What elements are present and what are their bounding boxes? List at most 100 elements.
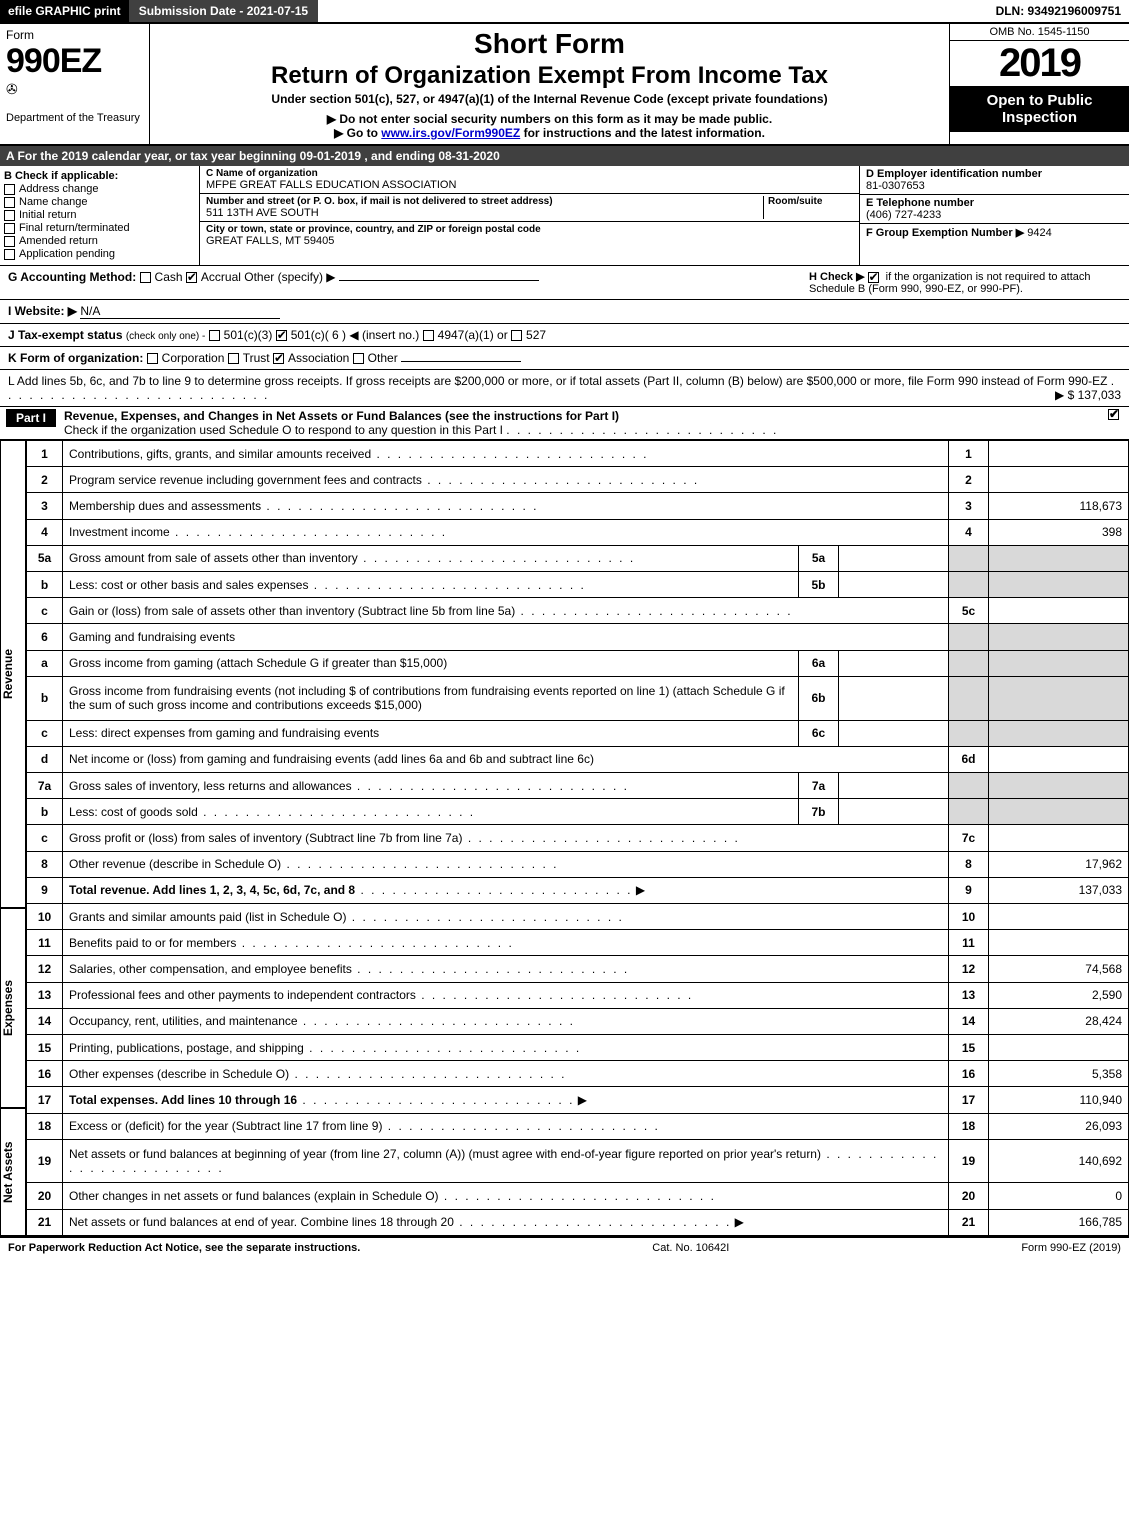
l10-num: 10 <box>27 903 63 929</box>
chk-501c[interactable] <box>276 330 287 341</box>
l6a-desc: Gross income from gaming (attach Schedul… <box>63 650 799 676</box>
line-21: 21 Net assets or fund balances at end of… <box>27 1209 1129 1235</box>
l12-val: 74,568 <box>989 956 1129 982</box>
side-expenses: Expenses <box>0 908 26 1108</box>
l18-val: 26,093 <box>989 1113 1129 1139</box>
l5c-col: 5c <box>949 598 989 624</box>
line-2: 2 Program service revenue including gove… <box>27 467 1129 493</box>
part1-header: Part I Revenue, Expenses, and Changes in… <box>0 407 1129 440</box>
section-c: C Name of organization MFPE GREAT FALLS … <box>200 166 859 265</box>
form-title: Return of Organization Exempt From Incom… <box>160 62 939 90</box>
line-13: 13 Professional fees and other payments … <box>27 982 1129 1008</box>
other-org-input[interactable] <box>401 361 521 362</box>
dots-icon <box>382 1119 659 1133</box>
chk-accrual[interactable] <box>186 272 197 283</box>
tax-year: 2019 <box>950 41 1129 86</box>
l9-desc: Total revenue. Add lines 1, 2, 3, 4, 5c,… <box>69 883 355 897</box>
l20-col: 20 <box>949 1183 989 1209</box>
l13-val: 2,590 <box>989 982 1129 1008</box>
l5a-sv <box>839 545 949 571</box>
chk-trust[interactable] <box>228 353 239 364</box>
l16-desc: Other expenses (describe in Schedule O) <box>69 1067 289 1081</box>
chk-corp[interactable] <box>147 353 158 364</box>
b-label: B Check if applicable: <box>4 170 195 182</box>
topbar: efile GRAPHIC print Submission Date - 20… <box>0 0 1129 24</box>
l7c-col: 7c <box>949 825 989 851</box>
chk-pending[interactable]: Application pending <box>4 248 195 260</box>
irs-link[interactable]: www.irs.gov/Form990EZ <box>381 126 520 140</box>
l8-col: 8 <box>949 851 989 877</box>
l6b-sv <box>839 676 949 720</box>
chk-4947[interactable] <box>423 330 434 341</box>
d-label: D Employer identification number <box>866 168 1123 180</box>
l10-desc: Grants and similar amounts paid (list in… <box>69 910 346 924</box>
l21-val: 166,785 <box>989 1209 1129 1235</box>
l12-desc: Salaries, other compensation, and employ… <box>69 962 352 976</box>
j-note: (check only one) - <box>126 331 205 342</box>
chk-amended[interactable]: Amended return <box>4 235 195 247</box>
l5c-val <box>989 598 1129 624</box>
l18-desc: Excess or (deficit) for the year (Subtra… <box>69 1119 382 1133</box>
shade-cell <box>949 799 989 825</box>
l15-num: 15 <box>27 1034 63 1060</box>
lines-table: 1 Contributions, gifts, grants, and simi… <box>26 440 1129 1236</box>
chk-address[interactable]: Address change <box>4 183 195 195</box>
l14-val: 28,424 <box>989 1008 1129 1034</box>
l9-col: 9 <box>949 877 989 903</box>
l21-col: 21 <box>949 1209 989 1235</box>
l20-val: 0 <box>989 1183 1129 1209</box>
chk-h[interactable] <box>868 272 879 283</box>
l-text: L Add lines 5b, 6c, and 7b to line 9 to … <box>8 374 1107 388</box>
lbl-other: Other (specify) ▶ <box>244 270 335 284</box>
goto-post: for instructions and the latest informat… <box>520 126 765 140</box>
l6c-sv <box>839 720 949 746</box>
shade-cell <box>949 572 989 598</box>
l6b-desc: Gross income from fundraising events (no… <box>63 676 799 720</box>
l17-col: 17 <box>949 1087 989 1113</box>
ein-value: 81-0307653 <box>866 180 1123 192</box>
l6-desc: Gaming and fundraising events <box>63 624 949 650</box>
part1-check-text: Check if the organization used Schedule … <box>64 423 503 437</box>
chk-initial[interactable]: Initial return <box>4 209 195 221</box>
l2-val <box>989 467 1129 493</box>
shade-cell <box>989 720 1129 746</box>
chk-assoc[interactable] <box>273 353 284 364</box>
side-netassets: Net Assets <box>0 1108 26 1236</box>
chk-527[interactable] <box>511 330 522 341</box>
other-input[interactable] <box>339 280 539 281</box>
chk-final[interactable]: Final return/terminated <box>4 222 195 234</box>
chk-cash[interactable] <box>140 272 151 283</box>
chk-other-org[interactable] <box>353 353 364 364</box>
chk-scho[interactable] <box>1108 409 1119 420</box>
l5c-num: c <box>27 598 63 624</box>
shade-cell <box>949 720 989 746</box>
l21-num: 21 <box>27 1209 63 1235</box>
l6b-sc: 6b <box>799 676 839 720</box>
l15-col: 15 <box>949 1034 989 1060</box>
l16-num: 16 <box>27 1061 63 1087</box>
section-def: D Employer identification number 81-0307… <box>859 166 1129 265</box>
line-20: 20 Other changes in net assets or fund b… <box>27 1183 1129 1209</box>
chk-name[interactable]: Name change <box>4 196 195 208</box>
l11-num: 11 <box>27 930 63 956</box>
line-7b: b Less: cost of goods sold 7b <box>27 799 1129 825</box>
l9-val: 137,033 <box>989 877 1129 903</box>
l14-num: 14 <box>27 1008 63 1034</box>
l1-desc: Contributions, gifts, grants, and simila… <box>69 447 371 461</box>
chk-501c3[interactable] <box>209 330 220 341</box>
ssn-warning: ▶ Do not enter social security numbers o… <box>160 112 939 126</box>
g-label: G Accounting Method: <box>8 270 136 284</box>
l19-col: 19 <box>949 1139 989 1183</box>
line-18: 18 Excess or (deficit) for the year (Sub… <box>27 1113 1129 1139</box>
part1-dots <box>506 423 778 437</box>
efile-label: efile GRAPHIC print <box>0 0 129 22</box>
part1-tag: Part I <box>6 409 56 427</box>
shade-cell <box>949 650 989 676</box>
line-16: 16 Other expenses (describe in Schedule … <box>27 1061 1129 1087</box>
dept-label: Department of the Treasury <box>6 112 143 124</box>
l5a-num: 5a <box>27 545 63 571</box>
l4-col: 4 <box>949 519 989 545</box>
line-7c: c Gross profit or (loss) from sales of i… <box>27 825 1129 851</box>
line-5a: 5a Gross amount from sale of assets othe… <box>27 545 1129 571</box>
dots-icon <box>289 1067 566 1081</box>
